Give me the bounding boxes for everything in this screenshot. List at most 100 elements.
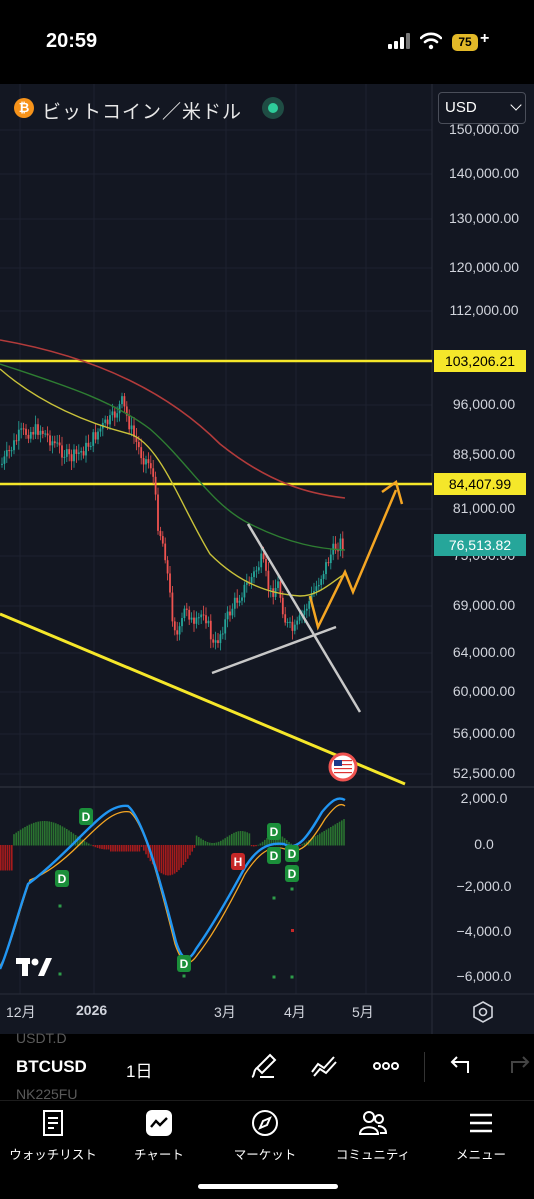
d-marker: D <box>267 823 281 840</box>
tab-watchlist[interactable]: ウォッチリスト <box>0 1108 106 1163</box>
histogram-bar <box>255 845 257 847</box>
tab-menu[interactable]: メニュー <box>428 1108 534 1163</box>
histogram-bar <box>261 841 264 846</box>
tab-chart[interactable]: チャート <box>106 1108 212 1163</box>
histogram-bar <box>310 838 312 846</box>
candle-body <box>279 581 282 598</box>
ma-green <box>0 363 346 551</box>
candle-body <box>229 611 231 616</box>
candle-body <box>118 404 121 414</box>
oscillator-tick-label: −6,000.0 <box>456 968 512 984</box>
histogram-bar <box>85 842 88 846</box>
triangle-lower-line <box>211 625 337 675</box>
candle-body <box>159 530 162 537</box>
svg-text:D: D <box>270 849 279 863</box>
histogram-bar <box>17 831 20 846</box>
chart-grid <box>0 84 534 1034</box>
x-label-dec: 12月 <box>6 1004 36 1020</box>
histogram-bar <box>222 839 224 846</box>
candle-body <box>166 560 169 574</box>
compare-icon[interactable] <box>310 1052 338 1080</box>
histogram-bar <box>305 841 308 846</box>
candle-body <box>313 591 315 594</box>
price-tick-label: 130,000.00 <box>448 210 520 226</box>
histogram-bar <box>136 845 138 852</box>
price-tick-label: 150,000.00 <box>448 121 520 137</box>
histogram-bar <box>112 845 114 852</box>
market-status-icon[interactable] <box>262 97 284 119</box>
candle-body <box>262 553 265 560</box>
histogram-bar <box>321 832 323 846</box>
histogram-bar <box>101 845 103 850</box>
candle-body <box>34 424 37 435</box>
candle-body <box>329 554 332 564</box>
home-indicator[interactable] <box>198 1184 338 1189</box>
candle-body <box>181 618 183 627</box>
interval-button[interactable]: 1日 <box>126 1062 153 1081</box>
candle-body <box>80 451 83 453</box>
signal-dot <box>182 974 186 978</box>
histogram-bar <box>184 845 187 863</box>
signal-dot <box>272 975 276 979</box>
candle-body <box>8 450 11 452</box>
tab-community[interactable]: コミュニティ <box>320 1108 426 1163</box>
redo-icon[interactable] <box>506 1052 534 1080</box>
histogram-bar <box>176 845 178 873</box>
histogram-bar <box>72 833 75 846</box>
candle-body <box>233 597 236 609</box>
candle-body <box>154 476 157 495</box>
symbol-button[interactable]: BTCUSD <box>16 1057 87 1076</box>
histogram-bar <box>319 833 321 846</box>
tab-label: ウォッチリスト <box>9 1148 97 1162</box>
histogram-bar <box>165 845 167 876</box>
d-marker: D <box>177 955 191 972</box>
candle-body <box>61 445 63 458</box>
tab-label: チャート <box>134 1148 184 1162</box>
histogram-bar <box>35 822 37 846</box>
histogram-bar <box>178 845 180 871</box>
histogram-bar <box>231 833 233 846</box>
candle-body <box>272 588 275 597</box>
community-icon <box>358 1111 388 1135</box>
histogram-bar <box>338 821 341 846</box>
more-icon[interactable] <box>372 1052 400 1080</box>
symbol-list-item-above[interactable]: USDT.D <box>16 1030 67 1046</box>
signal-dot <box>58 904 62 908</box>
histogram-bar <box>118 845 121 852</box>
histogram-bar <box>270 835 273 846</box>
candle-body <box>65 449 68 457</box>
undo-icon[interactable] <box>446 1052 474 1080</box>
oscillator-tick-label: 0.0 <box>474 836 494 852</box>
candle-body <box>37 424 39 435</box>
us-flag-icon <box>328 752 358 782</box>
tab-market[interactable]: マーケット <box>212 1108 318 1163</box>
candle-body <box>238 600 241 603</box>
histogram-bar <box>288 841 290 846</box>
histogram-bar <box>94 845 97 848</box>
histogram-bar <box>70 831 72 846</box>
histogram-bar <box>187 845 189 859</box>
candle-body <box>87 442 90 447</box>
candle-body <box>5 450 8 457</box>
histogram-bar <box>110 845 112 852</box>
svg-text:D: D <box>180 957 189 971</box>
histogram-bar <box>11 845 13 871</box>
candle-body <box>303 610 306 615</box>
brush-icon[interactable] <box>250 1052 278 1080</box>
histogram-bar <box>143 845 145 851</box>
histogram-bar <box>268 836 270 846</box>
candle-body <box>130 425 133 430</box>
tab-bar <box>0 1100 534 1199</box>
gear-icon[interactable] <box>472 1001 494 1023</box>
currency-select[interactable]: USD <box>438 92 526 124</box>
symbol-list-item-below[interactable]: NK225FU <box>16 1086 78 1102</box>
histogram-bar <box>332 825 334 846</box>
symbol-title[interactable]: ビットコイン／米ドル <box>42 102 243 123</box>
candle-body <box>70 454 73 462</box>
histogram-bar <box>96 845 99 848</box>
histogram-bar <box>198 837 200 846</box>
histogram-bar <box>336 823 339 846</box>
candle-body <box>29 431 32 439</box>
